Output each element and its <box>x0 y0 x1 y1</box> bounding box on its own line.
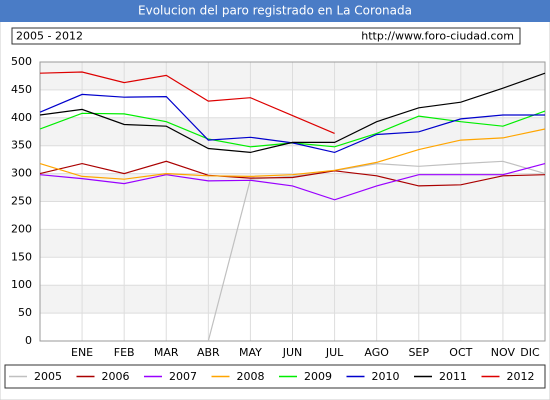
legend-label: 2009 <box>304 370 332 383</box>
legend-box <box>4 364 546 389</box>
y-tick-label: 0 <box>25 334 32 347</box>
source: http://www.foro-ciudad.com <box>361 30 514 43</box>
series-line <box>39 163 546 201</box>
legend-label: 2008 <box>237 370 265 383</box>
y-tick-label: 450 <box>11 83 32 96</box>
legend-label: 2007 <box>169 370 197 383</box>
series-line <box>39 160 546 187</box>
legend-label: 2010 <box>372 370 400 383</box>
y-tick-label: 150 <box>11 250 32 263</box>
y-tick-label: 350 <box>11 139 32 152</box>
legend-label: 2012 <box>507 370 535 383</box>
x-tick-label: NOV <box>491 346 516 359</box>
x-tick-label: ABR <box>197 346 220 359</box>
y-tick-label: 200 <box>11 222 32 235</box>
x-tick-label: MAY <box>239 346 262 359</box>
chart-title: Evolucion del paro registrado en La Coro… <box>138 4 412 18</box>
series-line <box>39 72 546 154</box>
y-tick-label: 300 <box>11 167 32 180</box>
x-tick-label: MAR <box>154 346 179 359</box>
y-tick-label: 100 <box>11 278 32 291</box>
legend-label: 2006 <box>102 370 130 383</box>
subtitle: 2005 - 2012 <box>16 30 83 43</box>
x-tick-label: SEP <box>408 346 429 359</box>
y-tick-label: 250 <box>11 195 32 208</box>
x-tick-label: JUN <box>282 346 303 359</box>
legend-label: 2011 <box>439 370 467 383</box>
title-bar <box>0 0 550 22</box>
x-tick-label: JUL <box>325 346 344 359</box>
x-tick-label: AGO <box>364 346 389 359</box>
legend-label: 2005 <box>34 370 62 383</box>
x-tick-label: DIC <box>520 346 540 359</box>
x-tick-label: FEB <box>114 346 135 359</box>
series-line <box>39 128 546 180</box>
x-tick-label: ENE <box>71 346 93 359</box>
y-tick-label: 500 <box>11 55 32 68</box>
series-line <box>39 71 335 134</box>
y-tick-label: 400 <box>11 111 32 124</box>
x-tick-label: OCT <box>449 346 472 359</box>
y-tick-label: 50 <box>18 306 32 319</box>
plot-border <box>39 61 546 342</box>
info-box <box>11 27 521 45</box>
